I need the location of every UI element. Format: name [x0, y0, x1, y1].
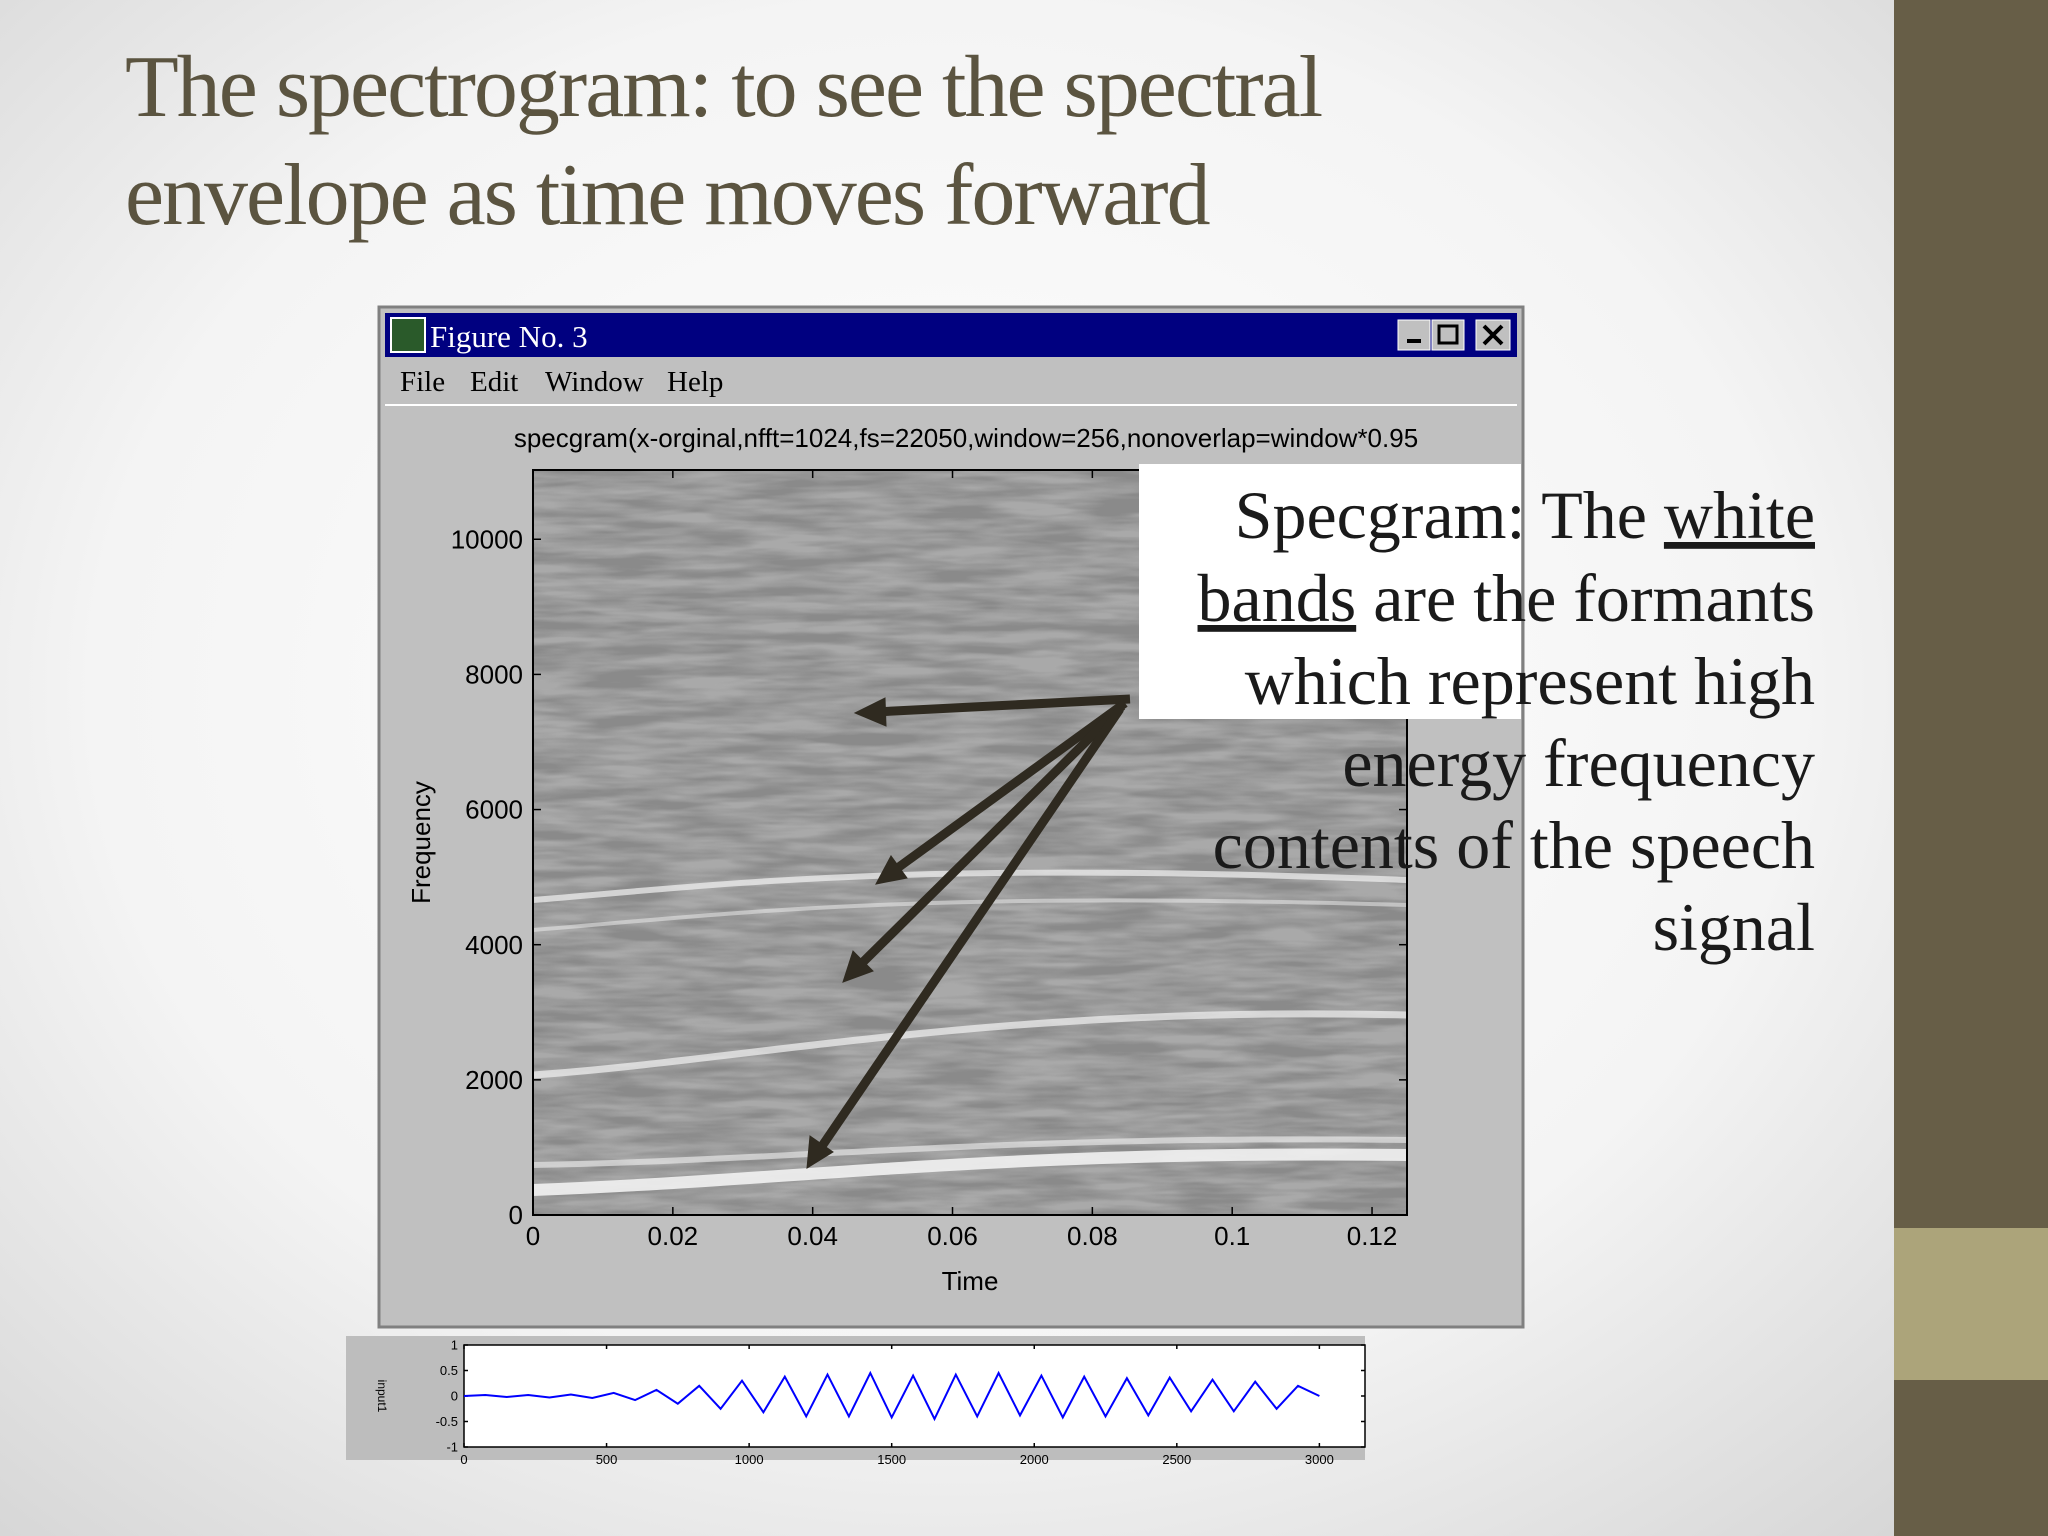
window-title: Figure No. 3	[430, 319, 588, 354]
minimize-icon	[1407, 339, 1421, 343]
x-tick-label: 0.08	[1067, 1221, 1118, 1251]
menu-item[interactable]: Edit	[470, 366, 518, 398]
annotation: Specgram: The white bands are the forman…	[1198, 477, 1815, 965]
waveform-axes	[463, 1344, 1366, 1448]
y-tick-label: 10000	[451, 524, 523, 554]
x-tick-label: 0.04	[787, 1221, 838, 1251]
y-tick-label: 6000	[465, 795, 523, 825]
annotation-text: are the formants	[1356, 560, 1815, 636]
y-tick-label: 0	[509, 1200, 523, 1230]
minimize-button[interactable]	[1397, 319, 1431, 351]
arrow-head	[875, 855, 908, 885]
plot-title: specgram(x-orginal,nfft=1024,fs=22050,wi…	[514, 423, 1418, 453]
axes-box	[532, 469, 1408, 1216]
figure-window: Figure No. 3 File Edit Window Help specg…	[377, 305, 1525, 1329]
y-tick-label: 8000	[465, 660, 523, 690]
annotation-line: Specgram: The white	[1235, 477, 1815, 553]
y-tick-label: 0.5	[440, 1363, 458, 1378]
arrow-head	[853, 697, 887, 727]
y-tick-label: -1	[446, 1440, 458, 1455]
maximize-icon	[1437, 324, 1459, 345]
x-tick-label: 2000	[1020, 1452, 1049, 1467]
annotation-line: contents of the speech	[1213, 807, 1815, 883]
x-axis-label: Time	[942, 1266, 999, 1296]
arrow	[874, 694, 1131, 717]
annotation-line: energy frequency	[1342, 725, 1815, 801]
arrow-head	[842, 950, 874, 983]
side-bar-accent	[1894, 1228, 2048, 1380]
x-tick-label: 0.12	[1347, 1221, 1398, 1251]
arrows	[806, 694, 1131, 1169]
y-tick-label: 1	[451, 1338, 458, 1353]
x-tick-label: 0.06	[927, 1221, 978, 1251]
menu-item[interactable]: Window	[545, 366, 644, 398]
x-tick-label: 0	[460, 1452, 467, 1467]
title-line: envelope as time moves forward	[125, 147, 1210, 244]
annotation-line: which represent high	[1245, 643, 1815, 719]
y-axis-label: input1	[375, 1380, 389, 1413]
close-button[interactable]	[1475, 319, 1511, 351]
annotation-line: signal	[1653, 889, 1815, 965]
x-tick-label: 0.1	[1214, 1221, 1250, 1251]
annotation-line: bands are the formants	[1198, 560, 1815, 636]
title-line: The spectrogram: to see the spectral	[125, 39, 1322, 136]
x-tick-label: 0.02	[648, 1221, 699, 1251]
y-tick-label: 4000	[465, 930, 523, 960]
slide-title: The spectrogram: to see the spectral env…	[125, 39, 1324, 244]
x-tick-label: 1000	[735, 1452, 764, 1467]
waveform-line	[463, 1370, 1320, 1422]
window-buttons	[1397, 319, 1511, 351]
annotation-text: Specgram: The	[1235, 477, 1664, 553]
window-icon	[390, 317, 426, 353]
arrow-head	[806, 1135, 834, 1169]
y-tick-label: 0	[451, 1389, 458, 1404]
x-tick-label: 3000	[1305, 1452, 1334, 1467]
y-tick-label: 2000	[465, 1065, 523, 1095]
annotation-text: bands	[1198, 560, 1357, 636]
close-icon	[1482, 324, 1504, 346]
x-tick-label: 2500	[1162, 1452, 1191, 1467]
arrow	[814, 706, 1124, 1155]
menu-item[interactable]: Help	[667, 366, 723, 398]
y-axis-label: Frequency	[406, 781, 436, 904]
y-tick-label: -0.5	[436, 1414, 458, 1429]
title-bar	[385, 313, 1517, 357]
menu-bar: File Edit Window Help	[400, 366, 723, 398]
annotation-text: white	[1664, 477, 1815, 553]
menu-item[interactable]: File	[400, 366, 445, 398]
x-tick-label: 500	[596, 1452, 618, 1467]
arrow	[889, 699, 1128, 876]
spectrogram-image	[533, 470, 1407, 1215]
arrow	[853, 702, 1126, 972]
annotation-backdrop	[1139, 464, 1521, 719]
x-tick-label: 1500	[877, 1452, 906, 1467]
x-tick-label: 0	[526, 1221, 540, 1251]
formant-bands	[533, 869, 1407, 1196]
